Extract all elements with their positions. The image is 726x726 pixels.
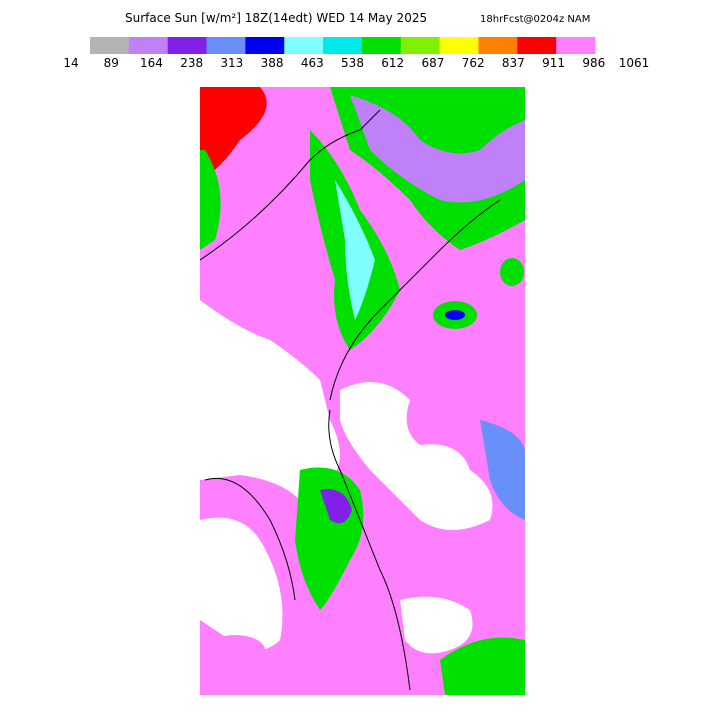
cloud-area [335, 180, 375, 320]
colorbar-swatch [128, 37, 169, 54]
clear-area [340, 382, 493, 530]
colorbar: 14 89 164 238 313 388 463 538 612 687 762 837 911 986… [63, 37, 649, 70]
colorbar-label: 238 [180, 56, 203, 70]
colorbar-swatch [90, 37, 130, 54]
cloud-area [200, 150, 221, 250]
colorbar-swatch [478, 37, 518, 54]
colorbar-swatch [167, 37, 208, 54]
cloud-area [320, 489, 352, 524]
colorbar-label: 538 [341, 56, 364, 70]
cloud-area [480, 420, 525, 520]
colorbar-swatch [245, 37, 285, 54]
colorbar-label: 313 [220, 56, 243, 70]
colorbar-label: 762 [462, 56, 485, 70]
clear-area [200, 517, 283, 650]
colorbar-swatch [517, 37, 557, 54]
colorbar-swatch [284, 37, 324, 54]
clear-area [400, 596, 473, 654]
colorbar-label: 911 [542, 56, 565, 70]
colorbar-swatch [361, 37, 402, 54]
cloud-area [500, 258, 524, 286]
colorbar-label: 1061 [619, 56, 650, 70]
map [200, 87, 525, 695]
colorbar-swatch [400, 37, 441, 54]
colorbar-label: 164 [140, 56, 163, 70]
cloud-area [200, 87, 267, 180]
colorbar-swatch [439, 37, 479, 54]
colorbar-label: 986 [582, 56, 605, 70]
cloud-area [445, 310, 465, 320]
colorbar-swatch [206, 37, 246, 54]
colorbar-swatch [556, 37, 596, 54]
cloud-area [350, 95, 525, 203]
coastline [200, 109, 501, 691]
colorbar-label: 837 [502, 56, 525, 70]
colorbar-label: 89 [104, 56, 119, 70]
colorbar-label: 14 [63, 56, 78, 70]
subtitle: 18hrFcst@0204z NAM [480, 14, 590, 25]
colorbar-swatch [323, 37, 363, 54]
colorbar-label: 463 [301, 56, 324, 70]
cloud-area [205, 635, 265, 665]
cloud-area [440, 637, 525, 695]
title: Surface Sun [w/m²] 18Z(14edt) WED 14 May… [125, 11, 427, 25]
colorbar-label: 388 [261, 56, 284, 70]
colorbar-label: 687 [421, 56, 444, 70]
colorbar-label: 612 [381, 56, 404, 70]
clear-area [200, 300, 340, 500]
